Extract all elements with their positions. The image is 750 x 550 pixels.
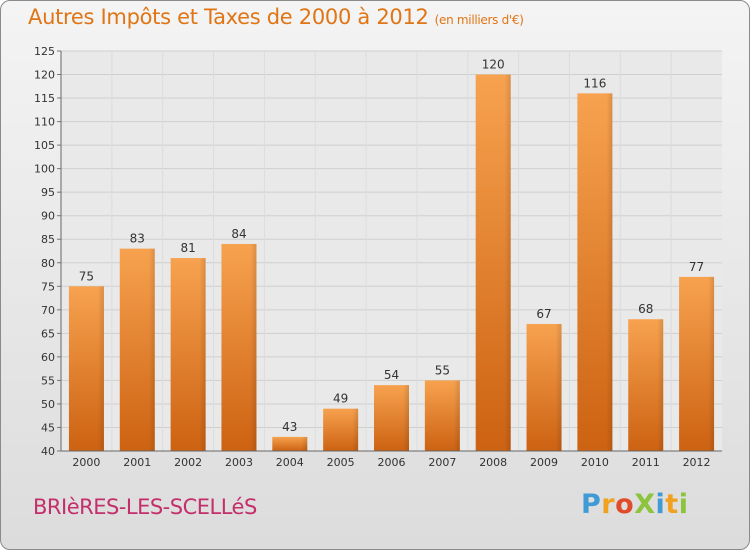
bar-value-label: 116 (583, 76, 606, 90)
y-tick-label: 105 (34, 139, 55, 152)
x-tick-label: 2011 (632, 456, 660, 469)
x-tick-label: 2010 (581, 456, 609, 469)
logo-letter: P (581, 489, 602, 520)
bar-value-label: 43 (282, 420, 297, 434)
y-tick-label: 40 (41, 445, 55, 458)
bar-value-label: 68 (638, 302, 653, 316)
y-tick-label: 90 (41, 210, 55, 223)
logo-letter: o (615, 489, 635, 520)
x-tick-label: 2000 (72, 456, 100, 469)
x-tick-label: 2008 (479, 456, 507, 469)
y-tick-label: 125 (34, 45, 55, 58)
bar-shade (403, 385, 409, 451)
bar-shade (97, 286, 104, 451)
bar (272, 436, 308, 451)
bar-shade (148, 248, 155, 451)
y-tick-label: 95 (41, 186, 55, 199)
bar-shade (708, 276, 715, 451)
bar-shade (606, 93, 613, 452)
y-tick-label: 100 (34, 163, 55, 176)
logo-letter: X (634, 489, 656, 520)
bar-value-label: 55 (435, 363, 450, 377)
bar-shade (199, 258, 206, 451)
x-tick-label: 2003 (225, 456, 253, 469)
chart-title-text: Autres Impôts et Taxes de 2000 à 2012 (28, 5, 429, 29)
y-tick-label: 70 (41, 304, 55, 317)
proxiti-logo[interactable]: ProXiti (581, 489, 688, 520)
y-tick-label: 60 (41, 351, 55, 364)
bar-value-label: 120 (482, 58, 505, 72)
x-tick-label: 2012 (683, 456, 711, 469)
y-tick-label: 85 (41, 233, 55, 246)
y-tick-label: 80 (41, 257, 55, 270)
bar-shade (301, 436, 308, 451)
x-tick-label: 2007 (428, 456, 456, 469)
bar-shade (453, 380, 460, 451)
bar-shade (250, 243, 257, 451)
y-tick-label: 115 (34, 92, 55, 105)
logo-letter: t (665, 489, 679, 520)
bar-value-label: 77 (689, 260, 704, 274)
y-tick-label: 50 (41, 398, 55, 411)
commune-name: BRIèRES-LES-SCELLéS (33, 495, 257, 519)
bar-shade (657, 319, 664, 451)
chart-title: Autres Impôts et Taxes de 2000 à 2012 (en… (28, 5, 524, 29)
bar-shade (504, 74, 511, 451)
bar-value-label: 75 (79, 269, 94, 283)
chart-unit-note: (en milliers d'€) (434, 13, 524, 27)
x-tick-label: 2009 (530, 456, 558, 469)
x-tick-label: 2001 (123, 456, 151, 469)
bar-value-label: 54 (384, 368, 399, 382)
x-tick-label: 2004 (276, 456, 304, 469)
bar-value-label: 84 (231, 227, 246, 241)
bar-value-label: 81 (180, 241, 195, 255)
y-tick-label: 65 (41, 327, 55, 340)
bar-value-label: 67 (536, 307, 551, 321)
x-tick-label: 2005 (327, 456, 355, 469)
y-tick-label: 55 (41, 374, 55, 387)
y-tick-label: 120 (34, 69, 55, 82)
logo-letter: i (678, 489, 689, 520)
logo-letter: r (601, 489, 616, 520)
y-tick-label: 110 (34, 116, 55, 129)
x-tick-label: 2002 (174, 456, 202, 469)
bars: 75 83 81 84 43 49 54 55 120 67 116 68 77 (68, 58, 715, 452)
bar-shade (352, 408, 359, 451)
axes: 40 45 50 55 60 65 70 75 80 85 90 95 100 105 110 115 120 1… (34, 45, 722, 469)
bar-value-label: 49 (333, 392, 348, 406)
x-tick-label: 2006 (378, 456, 406, 469)
bar-shade (555, 323, 562, 451)
logo-letter: i (655, 489, 666, 520)
y-tick-label: 75 (41, 280, 55, 293)
y-tick-label: 45 (41, 421, 55, 434)
bar-value-label: 83 (130, 232, 145, 246)
